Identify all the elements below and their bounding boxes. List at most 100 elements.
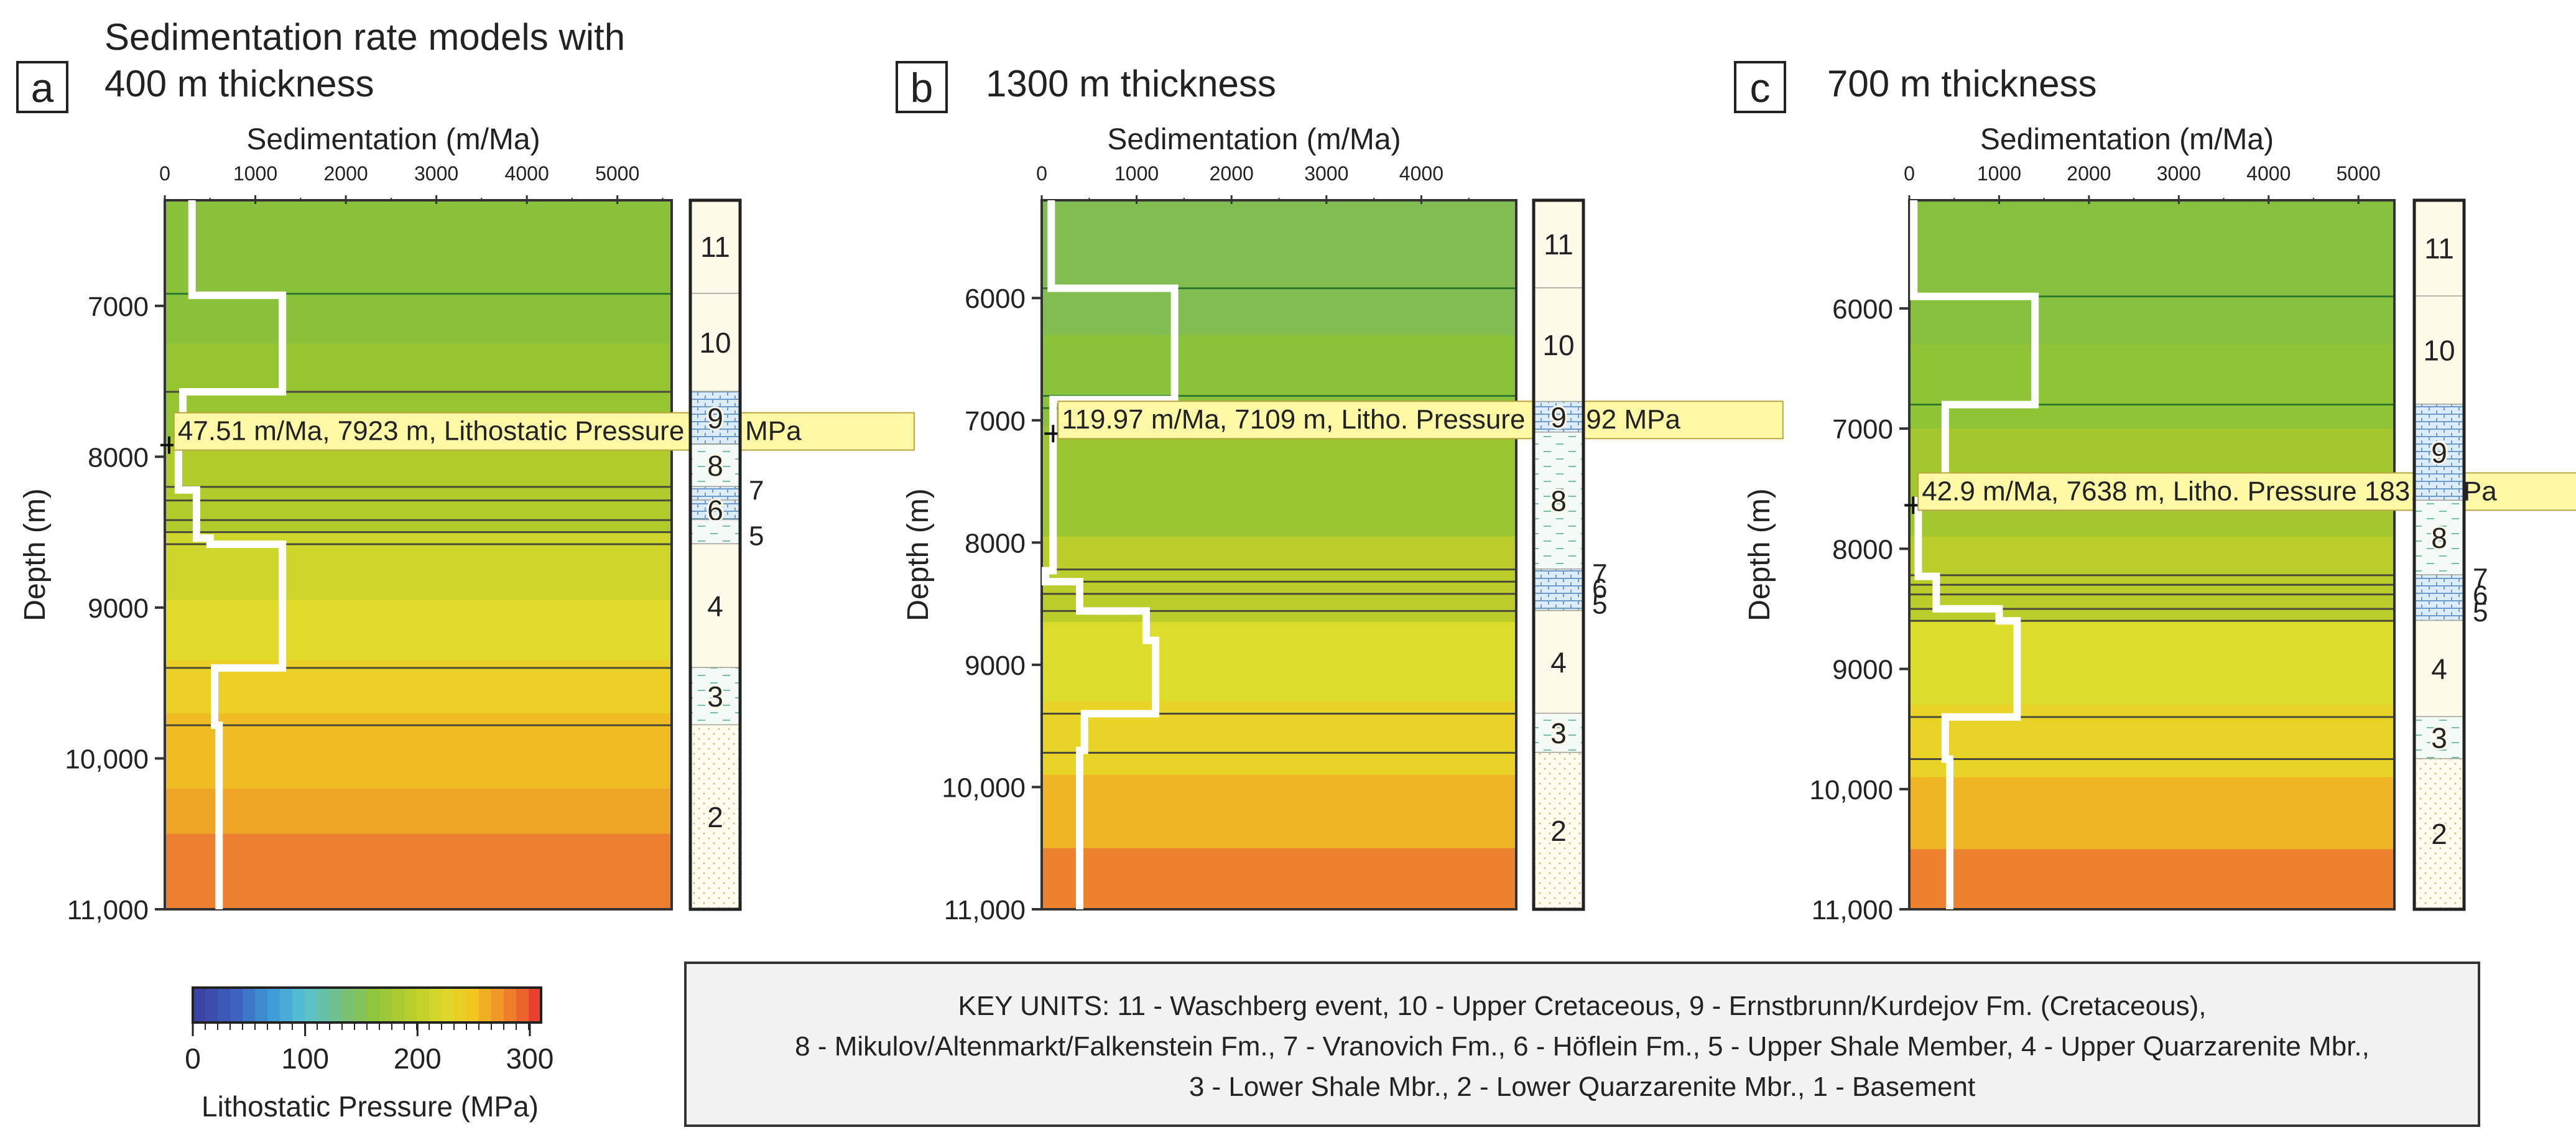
pressure-band — [1042, 426, 1516, 537]
colorbar-frame — [192, 986, 542, 1024]
strat-unit — [690, 725, 740, 909]
colorbar-swatch — [255, 988, 268, 1022]
panel-c: c 700 m thickness Sedimentation (m/Ma) 0 100… — [1734, 61, 2576, 925]
strat-unit — [2414, 501, 2464, 575]
y-tick-label: 9000 — [1832, 655, 1893, 685]
x-tick-label: 3000 — [414, 162, 458, 185]
panel-a: a Sedimentation (m/Ma) 0 1000 2000 3000 4000 50… — [16, 61, 915, 925]
panel-letter: b — [910, 65, 934, 111]
colorbar-swatch — [429, 988, 442, 1022]
x-tick-label: 3000 — [2157, 162, 2201, 185]
strat-unit-label: 10 — [699, 327, 731, 359]
y-tick-label: 8000 — [88, 442, 149, 473]
y-tick-label: 7000 — [88, 292, 149, 322]
panel-letter: c — [1750, 65, 1771, 111]
strat-outside-label: 6 — [1592, 573, 1607, 604]
colorbar-swatch — [504, 988, 517, 1022]
strat-unit — [690, 520, 740, 545]
strat-outside-label: 5 — [749, 521, 764, 551]
plot-frame — [1040, 199, 1517, 911]
x-tick-label: 2000 — [1210, 162, 1254, 185]
strat-outside-label: 7 — [749, 476, 764, 506]
colorbar-swatch — [305, 988, 318, 1022]
strat-unit — [690, 500, 740, 521]
y-tick-label: 11,000 — [67, 895, 149, 925]
colorbar-swatch — [417, 988, 430, 1022]
panel-letter-box — [896, 61, 948, 113]
panel-thickness-title: 700 m thickness — [1827, 63, 2097, 104]
strat-column-frame — [688, 198, 742, 911]
y-tick-label: 9000 — [965, 651, 1026, 681]
key-line-1: KEY UNITS: 11 - Waschberg event, 10 - Up… — [958, 991, 2207, 1021]
x-tick-label: 0 — [1904, 162, 1915, 185]
x-tick-label: 2000 — [2067, 162, 2111, 185]
strat-outside-label: 7 — [2473, 563, 2488, 594]
strat-unit — [690, 544, 740, 668]
colorbar-swatch — [230, 988, 243, 1022]
strat-unit-label: 3 — [707, 680, 723, 713]
strat-outside-label: 5 — [2473, 597, 2488, 628]
strat-unit — [690, 294, 740, 392]
strat-unit — [1534, 611, 1583, 714]
strat-unit — [2414, 759, 2464, 909]
strat-unit-label: 2 — [1550, 815, 1567, 847]
strat-unit-label: 3 — [2431, 722, 2447, 754]
strat-unit-label: 3 — [1550, 717, 1567, 749]
strat-unit-label: 4 — [707, 590, 723, 622]
x-tick-label: 2000 — [323, 162, 368, 185]
strat-unit-label: 9 — [1550, 401, 1567, 433]
annotation-box — [1057, 401, 1784, 440]
panel-letter-box — [1734, 61, 1786, 113]
colorbar-swatch — [193, 988, 206, 1022]
y-tick-label: 6000 — [965, 284, 1026, 314]
colorbar-swatch — [379, 988, 392, 1022]
annotation-box — [1917, 472, 2576, 511]
y-tick-label: 8000 — [1832, 534, 1893, 565]
strat-unit — [690, 486, 740, 501]
strat-unit-label: 4 — [2431, 653, 2447, 685]
colorbar-swatch — [205, 988, 218, 1022]
annotation-text: 42.9 m/Ma, 7638 m, Litho. Pressure 183.9… — [1922, 476, 2497, 506]
y-tick-label: 7000 — [1832, 414, 1893, 445]
sedimentation-curve — [174, 200, 287, 909]
strat-unit — [2414, 716, 2464, 759]
panel-b: b 1300 m thickness Sedimentation (m/Ma) 0 10… — [896, 61, 1784, 925]
y-tick-label: 7000 — [965, 406, 1026, 437]
key-line-3: 3 - Lower Shale Mbr., 2 - Lower Quarzare… — [1189, 1072, 1975, 1102]
y-axis-label: Depth (m) — [19, 488, 52, 621]
pressure-band — [165, 600, 672, 661]
x-tick-label: 5000 — [595, 162, 639, 185]
x-tick-label: 5000 — [2337, 162, 2381, 185]
strat-unit — [690, 444, 740, 487]
colorbar-ticks: 0 100 200 300 — [185, 1022, 554, 1075]
pressure-band — [1042, 774, 1516, 849]
strat-unit — [690, 392, 740, 445]
colorbar-tick-label: 200 — [394, 1042, 442, 1075]
strat-unit-label: 8 — [1550, 485, 1567, 517]
x-tick-label: 4000 — [2246, 162, 2291, 185]
y-tick-label: 8000 — [965, 528, 1026, 559]
strat-unit — [2414, 404, 2464, 501]
pressure-band — [1042, 622, 1516, 702]
strat-unit-label: 10 — [1542, 329, 1574, 361]
strat-unit-label: 8 — [2431, 522, 2447, 554]
sedimentation-curve — [1910, 200, 2039, 909]
colorbar-swatch — [491, 988, 504, 1022]
figure-title-line-2: 400 m thickness — [104, 63, 374, 104]
panel-letter-box — [16, 61, 68, 113]
colorbar-swatch — [367, 988, 380, 1022]
strat-unit — [2414, 621, 2464, 717]
strat-unit-label: 9 — [707, 402, 723, 434]
strat-unit — [2414, 296, 2464, 405]
key-box-frame — [684, 962, 2480, 1127]
colorbar-title: Lithostatic Pressure (MPa) — [202, 1090, 539, 1123]
colorbar-swatch — [454, 988, 467, 1022]
strat-unit — [1534, 753, 1583, 909]
pressure-band — [1042, 200, 1516, 335]
colorbar-swatch — [243, 988, 256, 1022]
strat-unit — [690, 667, 740, 726]
x-axis-label: Sedimentation (m/Ma) — [246, 123, 540, 156]
colorbar-swatch — [317, 988, 330, 1022]
strat-unit — [1534, 288, 1583, 402]
